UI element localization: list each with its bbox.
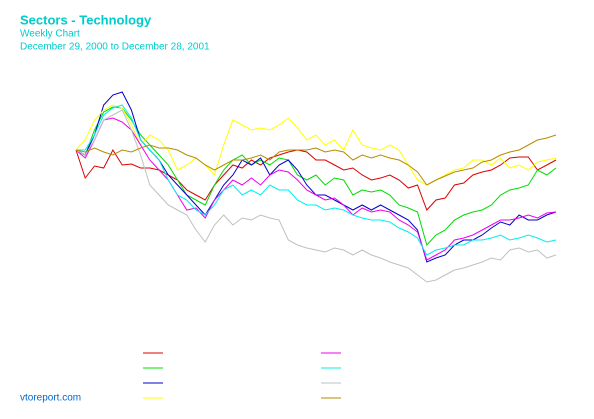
date-range: December 29, 2000 to December 28, 2001 — [20, 42, 210, 53]
series-line — [75, 134, 557, 186]
series-line — [75, 106, 557, 246]
series-line — [75, 104, 557, 186]
chart-title: Sectors - Technology — [20, 12, 152, 27]
series-line — [75, 91, 557, 263]
chart-subtitle: Weekly Chart — [20, 29, 80, 40]
series-line — [76, 104, 557, 256]
series-line — [75, 148, 557, 211]
series-line — [75, 109, 557, 283]
series-line — [75, 117, 557, 261]
source: vtoreport.com — [20, 393, 81, 404]
